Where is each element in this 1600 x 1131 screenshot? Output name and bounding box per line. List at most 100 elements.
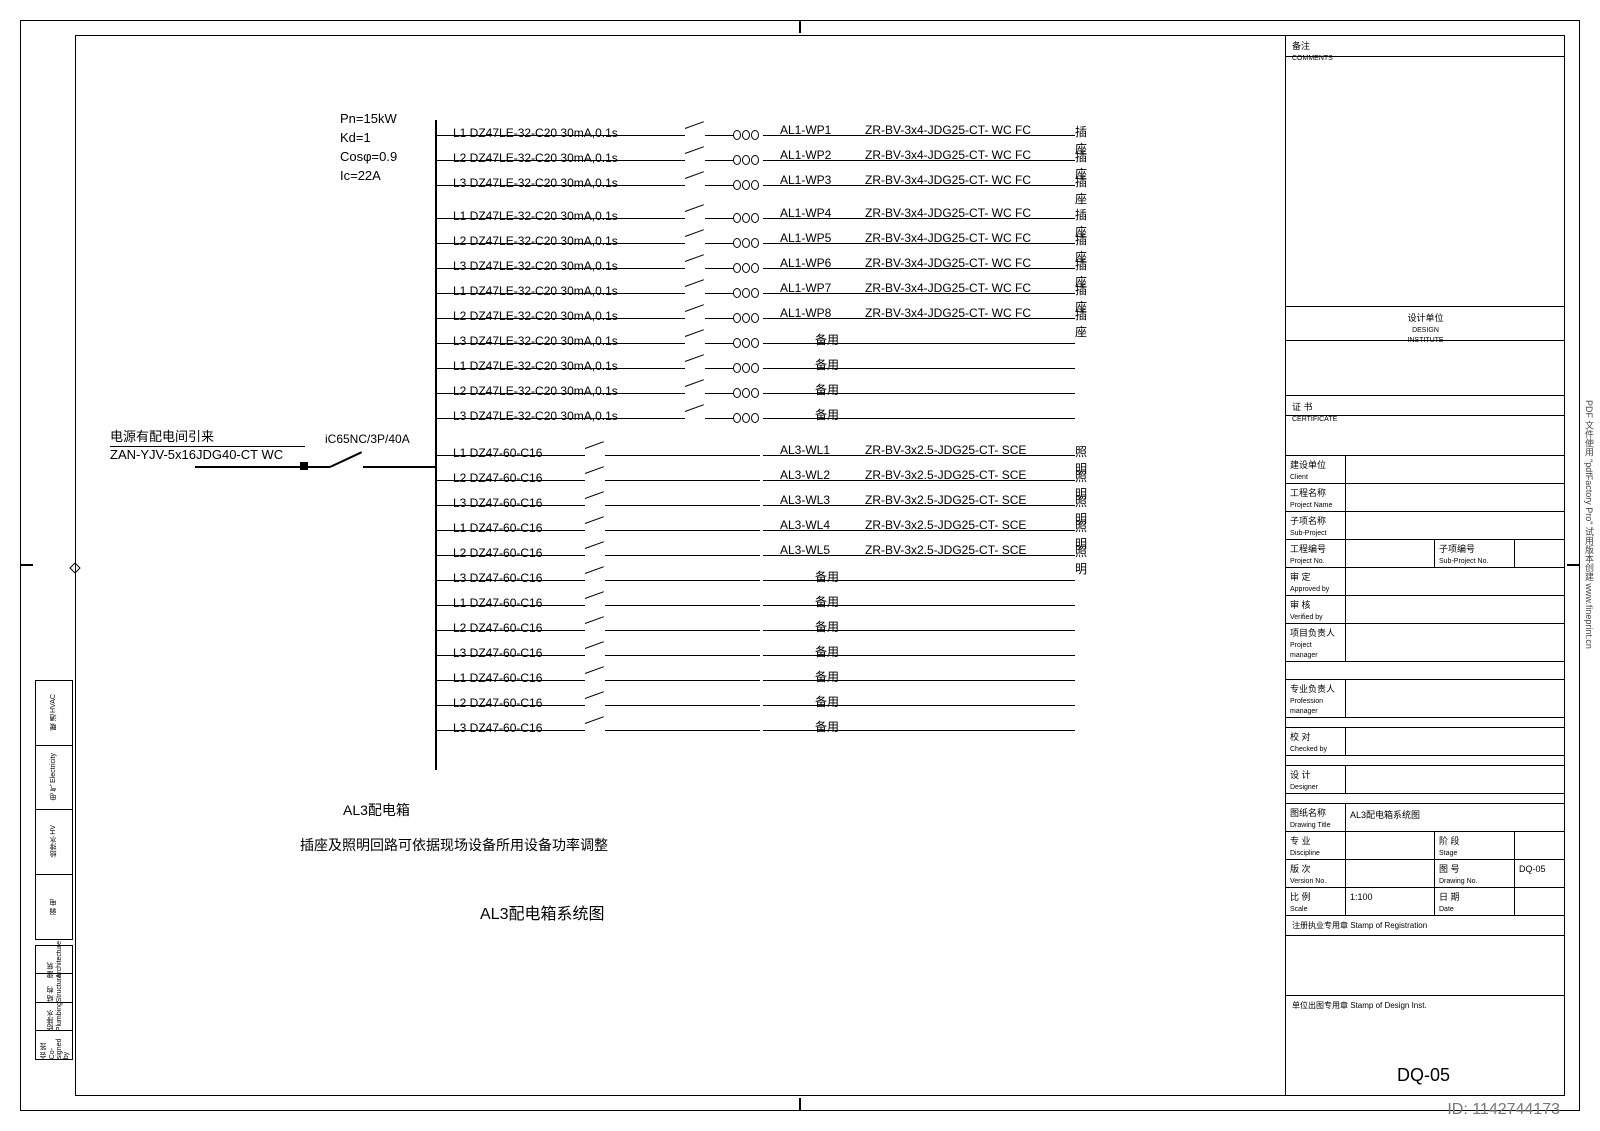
tb-scale-cn: 比 例 [1290,892,1311,902]
spare-label: 备用 [815,406,839,423]
switch-icon [585,591,604,599]
left-label-block-2: 建 筑 Architecture 结 构 Structure 给排水 Plumb… [35,945,73,1060]
breaker-label: L3 DZ47-60-C16 [453,571,542,585]
rcd-icon [733,388,759,398]
leftbox2-2: 给排水 Plumbing [46,1002,63,1031]
busbar-tap-icon [435,605,450,606]
circuit-row: L2 DZ47LE-32-C20 30mA,0.1sAL1-WP8ZR-BV-3… [435,307,1075,329]
tick-right [1567,564,1580,566]
rcd-icon [733,313,759,323]
circuit-id: AL1-WP1 [780,123,831,137]
circuit-line [450,455,585,456]
circuit-line [605,605,760,606]
busbar-tap-icon [435,630,450,631]
switch-icon [685,304,704,312]
circuit-row: L1 DZ47-60-C16AL3-WL4ZR-BV-3x2.5-JDG25-C… [435,519,1075,541]
busbar-tap-icon [435,293,450,294]
circuit-line [705,343,733,344]
rcd-icon [733,155,759,165]
circuit-line [450,318,685,319]
left-label-block-1: 暖 通 HVAC 电 气 Electricity 给排水 HV 弱 电 [35,680,73,940]
breaker-label: L2 DZ47LE-32-C20 30mA,0.1s [453,234,618,248]
tb-appr-cn: 审 定 [1290,572,1311,582]
spare-label: 备用 [815,381,839,398]
circuit-line [605,555,760,556]
busbar-tap-icon [435,218,450,219]
spare-label: 备用 [815,593,839,610]
breaker-label: L1 DZ47LE-32-C20 30mA,0.1s [453,284,618,298]
circuit-line [450,730,585,731]
tb-design-stamp: 单位出图专用章 Stamp of Design Inst. [1286,996,1565,1015]
rcd-icon [733,263,759,273]
switch-icon [585,641,604,649]
tb-des-en: Designer [1290,784,1318,791]
drawing-number-large: DQ-05 [1397,1065,1450,1086]
busbar-tap-icon [435,135,450,136]
param-cos: Cosφ=0.9 [340,148,397,167]
circuit-line [450,268,685,269]
circuit-line [450,680,585,681]
circuit-id: AL3-WL5 [780,543,830,557]
circuit-line [705,218,733,219]
tb-prof-en: Profession manager [1290,698,1323,715]
drawing-title: AL3配电箱系统图 [480,900,604,924]
circuit-line [450,135,685,136]
circuit-id: AL1-WP5 [780,231,831,245]
switch-icon [685,279,704,287]
circuit-line [705,393,733,394]
circuit-line [450,555,585,556]
breaker-label: L1 DZ47LE-32-C20 30mA,0.1s [453,359,618,373]
rcd-icon [733,288,759,298]
switch-icon [685,379,704,387]
tb-client-cn: 建设单位 [1290,460,1326,470]
tb-dt-val: AL3配电箱系统图 [1346,804,1565,831]
busbar-tap-icon [435,505,450,506]
switch-icon [685,229,704,237]
incoming-wire-2 [363,466,435,468]
circuit-row: L2 DZ47-60-C16备用 [435,694,1075,716]
spare-label: 备用 [815,668,839,685]
busbar-tap-icon [435,680,450,681]
circuit-line [763,730,1075,731]
tick-bottom [799,1098,801,1111]
tb-spno-val [1515,540,1565,567]
circuit-row: L1 DZ47LE-32-C20 30mA,0.1sAL1-WP7ZR-BV-3… [435,282,1075,304]
breaker-label: L2 DZ47-60-C16 [453,621,542,635]
busbar-tap-icon [435,655,450,656]
circuit-line [450,705,585,706]
breaker-label: L3 DZ47-60-C16 [453,721,542,735]
switch-icon [685,329,704,337]
circuit-line [605,680,760,681]
cable-spec: ZR-BV-3x4-JDG25-CT- WC FC [865,148,1031,162]
circuit-row: L1 DZ47-60-C16AL3-WL1ZR-BV-3x2.5-JDG25-C… [435,444,1075,466]
tb-comments-cn: 备注 [1292,41,1310,51]
spare-label: 备用 [815,693,839,710]
busbar-tap-icon [435,160,450,161]
breaker-label: L3 DZ47LE-32-C20 30mA,0.1s [453,334,618,348]
breaker-label: L2 DZ47LE-32-C20 30mA,0.1s [453,151,618,165]
circuit-line [605,580,760,581]
spare-label: 备用 [815,643,839,660]
circuit-row: L3 DZ47LE-32-C20 30mA,0.1s备用 [435,332,1075,354]
rcd-icon [733,338,759,348]
breaker-label: L1 DZ47-60-C16 [453,446,542,460]
switch-icon [585,466,604,474]
circuit-row: L1 DZ47-60-C16 备用 [435,669,1075,691]
circuit-line [763,343,1075,344]
tb-ver-en: Verified by [1290,614,1323,621]
tb-stage-en: Stage [1439,850,1457,857]
circuit-line [763,580,1075,581]
switch-icon [585,441,604,449]
circuit-line [450,418,685,419]
tb-vers-en: Version No. [1290,878,1326,885]
tb-prof-cn: 专业负责人 [1290,684,1335,694]
circuit-row: L3 DZ47LE-32-C20 30mA,0.1sAL1-WP3ZR-BV-3… [435,174,1075,196]
circuit-line [763,630,1075,631]
tb-spno-en: Sub-Project No. [1439,558,1488,565]
tb-spno-cn: 子项编号 [1439,544,1475,554]
cable-spec: ZR-BV-3x2.5-JDG25-CT- SCE [865,543,1026,557]
busbar-tap-icon [435,455,450,456]
breaker-label: L1 DZ47-60-C16 [453,671,542,685]
circuit-line [450,655,585,656]
tb-sub-en: Sub-Project [1290,530,1327,537]
